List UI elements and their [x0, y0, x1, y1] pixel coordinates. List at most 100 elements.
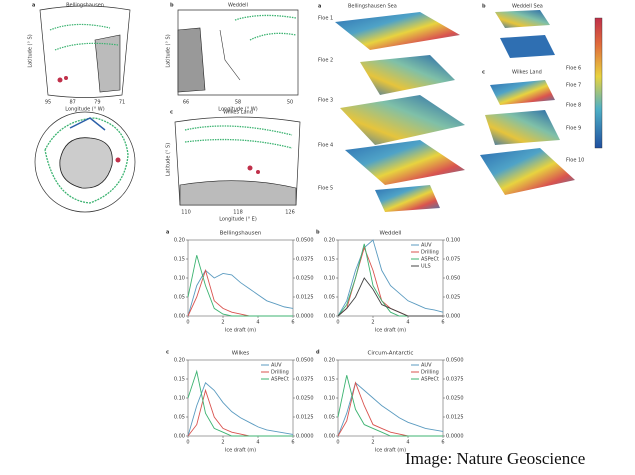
panel-label: c [482, 70, 485, 76]
floe-label: Floe 4 [318, 143, 333, 149]
y-tick-label: 0.20 [324, 358, 335, 364]
y2-tick-label: 0.0500 [296, 238, 314, 244]
legend-label: ASPeCt [421, 377, 439, 383]
legend-label: Drilling [271, 370, 289, 376]
map-globe [34, 111, 136, 213]
floe-label: Floe 9 [566, 126, 581, 132]
y2-tick-label: 0.025 [446, 295, 460, 301]
x-axis-label: Ice draft (m) [375, 328, 406, 334]
x-axis-label: Ice draft (m) [225, 328, 256, 334]
x-tick-label: 6 [441, 320, 444, 326]
legend-label: ASPeCt [271, 377, 289, 383]
legend-label: AUV [421, 363, 432, 369]
chart-title: Wilkes [232, 351, 250, 357]
panel-label: b [170, 3, 174, 9]
x-tick-label: 0 [336, 440, 339, 446]
y2-tick-label: 0.0250 [296, 396, 314, 402]
map-x-tick: 71 [119, 100, 125, 106]
x-tick-label: 4 [256, 440, 259, 446]
x-tick-label: 4 [406, 320, 409, 326]
floe-surfaces [335, 10, 603, 212]
floe-label: Floe 3 [318, 98, 333, 104]
y2-tick-label: 0.0000 [446, 434, 464, 440]
y-tick-label: 0.10 [174, 276, 185, 282]
y2-tick-label: 0.0000 [296, 434, 314, 440]
floe-label: Floe 8 [566, 103, 581, 109]
map-y-label: Latitude (° S) [166, 143, 172, 176]
x-tick-label: 2 [371, 440, 374, 446]
x-tick-label: 2 [221, 440, 224, 446]
panel-label: b [316, 230, 320, 236]
panel-label: b [482, 4, 486, 10]
x-tick-label: 4 [406, 440, 409, 446]
data-line [187, 269, 294, 317]
panel-label: c [170, 110, 173, 116]
y2-tick-label: 0.050 [446, 276, 460, 282]
map-c [174, 116, 301, 206]
image-credit: Image: Nature Geoscience [405, 449, 585, 468]
legend-label: AUV [271, 363, 282, 369]
x-tick-label: 0 [186, 320, 189, 326]
y-tick-label: 0.15 [174, 257, 185, 263]
panel-label: c [166, 350, 169, 356]
map-x-label: Longitude (° W) [218, 107, 257, 113]
map-x-tick: 87 [69, 100, 75, 106]
map-y-label: Latitude (° S) [28, 34, 34, 67]
x-tick-label: 0 [186, 440, 189, 446]
floe-group-title: Wilkes Land [512, 70, 542, 76]
data-line [187, 388, 293, 437]
y2-tick-label: 0.0000 [296, 314, 314, 320]
x-tick-label: 6 [291, 440, 294, 446]
legend-label: ASPeCt [421, 257, 439, 263]
y-tick-label: 0.15 [174, 377, 185, 383]
y2-tick-label: 0.0125 [296, 295, 314, 301]
floe-label: Floe 1 [318, 16, 333, 22]
chart-title: Weddell [380, 231, 402, 237]
legend-label: AUV [421, 243, 432, 249]
data-line [337, 375, 443, 437]
map-x-tick: 79 [94, 100, 100, 106]
y-tick-label: 0.00 [174, 314, 185, 320]
floe-label: Floe 6 [566, 66, 581, 72]
panel-label: a [32, 3, 35, 9]
data-line [337, 381, 443, 437]
y2-tick-label: 0.0500 [296, 358, 314, 364]
floe-label: Floe 7 [566, 83, 581, 89]
y2-tick-label: 0.0250 [296, 276, 314, 282]
map-x-tick: 50 [287, 100, 293, 106]
y-tick-label: 0.10 [324, 276, 335, 282]
map-title: Wilkes Land [223, 110, 253, 116]
x-tick-label: 4 [256, 320, 259, 326]
floe-group-title: Bellingshausen Sea [348, 4, 397, 10]
y-tick-label: 0.20 [174, 238, 185, 244]
y-tick-label: 0.10 [324, 396, 335, 402]
y2-tick-label: 0.075 [446, 257, 460, 263]
y-tick-label: 0.20 [174, 358, 185, 364]
y-tick-label: 0.20 [324, 238, 335, 244]
map-x-tick: 110 [181, 210, 191, 216]
data-line [337, 239, 444, 317]
map-x-tick: 66 [183, 100, 189, 106]
y-tick-label: 0.05 [324, 415, 335, 421]
map-x-tick: 126 [285, 210, 295, 216]
y-tick-label: 0.00 [324, 434, 335, 440]
y-tick-label: 0.05 [324, 295, 335, 301]
y-tick-label: 0.05 [174, 295, 185, 301]
floe-label: Floe 2 [318, 58, 333, 64]
y2-tick-label: 0.0375 [296, 257, 314, 263]
map-x-label: Longitude (° W) [65, 107, 104, 113]
map-x-tick: 118 [233, 210, 243, 216]
x-tick-label: 6 [441, 440, 444, 446]
y-tick-label: 0.15 [324, 377, 335, 383]
legend-label: ULS [421, 264, 431, 270]
y-tick-label: 0.00 [324, 314, 335, 320]
x-tick-label: 2 [371, 320, 374, 326]
panel-label: d [316, 350, 320, 356]
data-line [187, 255, 293, 317]
y-tick-label: 0.05 [174, 415, 185, 421]
y-tick-label: 0.15 [324, 257, 335, 263]
map-title: Bellingshausen [66, 3, 104, 9]
chart-title: Bellingshausen [220, 231, 262, 237]
map-b [177, 9, 299, 96]
